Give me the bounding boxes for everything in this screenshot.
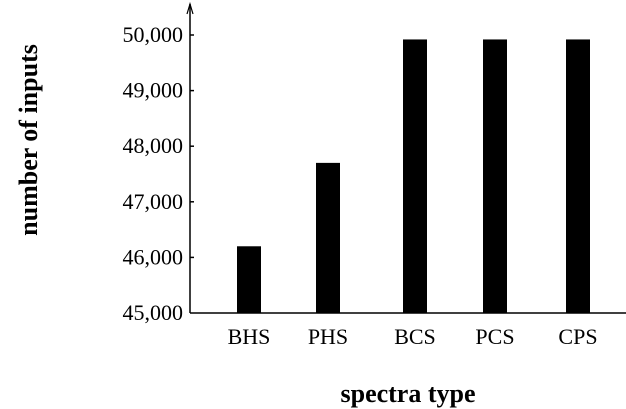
y-axis-arrowhead: [186, 1, 194, 15]
x-category-label: BCS: [394, 324, 436, 349]
bar-bhs: [237, 246, 261, 313]
y-tick-label: 49,000: [123, 78, 184, 103]
y-tick-label: 45,000: [123, 300, 184, 325]
x-category-label: PCS: [475, 324, 514, 349]
y-tick-label: 50,000: [123, 22, 184, 47]
bar-bcs: [403, 39, 427, 313]
x-category-label: CPS: [558, 324, 597, 349]
y-tick-label: 47,000: [123, 189, 184, 214]
x-category-label: PHS: [308, 324, 348, 349]
y-axis-title: number of inputs: [14, 44, 43, 236]
x-axis-title: spectra type: [340, 379, 475, 408]
chart-bars: [237, 39, 590, 313]
x-axis-category-labels: BHS PHS BCS PCS CPS: [228, 324, 598, 349]
bar-cps: [566, 39, 590, 313]
bar-pcs: [483, 39, 507, 313]
y-tick-label: 46,000: [123, 244, 184, 269]
x-category-label: BHS: [228, 324, 271, 349]
y-tick-label: 48,000: [123, 133, 184, 158]
bar-phs: [316, 162, 340, 313]
y-axis-ticks: 45,000 46,000 47,000 48,000 49,000 50,000: [123, 22, 194, 325]
